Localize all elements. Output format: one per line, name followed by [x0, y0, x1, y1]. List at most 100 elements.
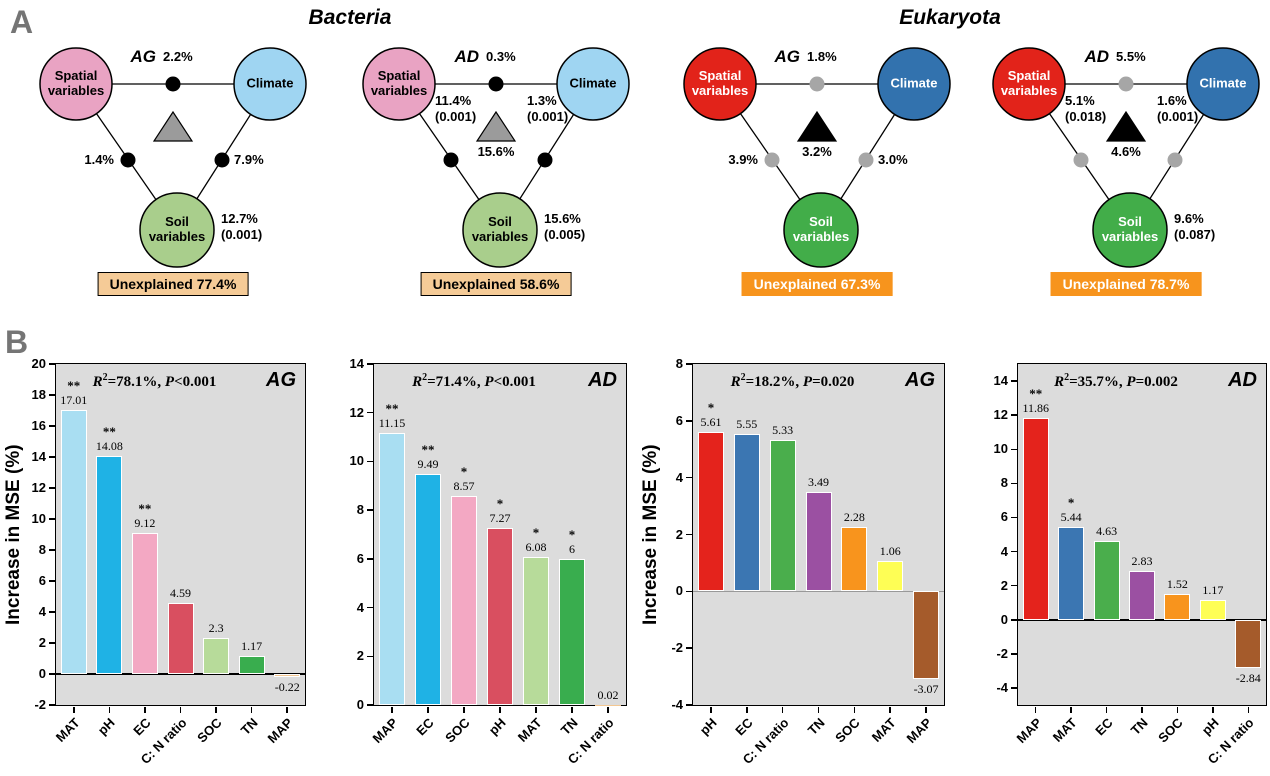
annotation-part: 2 [102, 372, 108, 383]
x-axis-tick [817, 707, 820, 713]
bar-value-label: 2.83 [1131, 554, 1153, 569]
y-axis-tick [685, 704, 692, 706]
significance-marker: * [532, 524, 540, 540]
intersection-dot-left [120, 152, 136, 168]
x-axis-tick [108, 707, 111, 713]
intersection-dot-right [1167, 152, 1183, 168]
significance-marker: ** [421, 441, 435, 457]
annotation-part: =78.1%, [107, 374, 165, 390]
bar-pH [96, 455, 123, 674]
soil-circle-label: Soil variables [1101, 214, 1159, 244]
x-axis-tick [391, 707, 393, 713]
panel-a-label: A [10, 4, 34, 40]
bar-value-label: 2.3 [208, 621, 224, 636]
y-axis-tick-label: 8 [38, 542, 46, 557]
y-axis-tick-label: 20 [31, 356, 46, 371]
annotation-part: 2 [422, 372, 428, 383]
y-axis-tick [1010, 482, 1017, 485]
x-axis-tick [853, 707, 856, 713]
r-squared-annotation: R2=35.7%, P=0.002 [1018, 372, 1214, 391]
bar-TN [1129, 571, 1155, 620]
intersection-dot-top [809, 76, 825, 92]
annotation-part: 2 [1064, 372, 1070, 383]
three-way-intersection-triangle [475, 110, 517, 142]
y-axis-tick [366, 606, 373, 609]
bar-value-label: 1.17 [1202, 582, 1224, 597]
group-title-eukaryota: Eukaryota [899, 6, 1001, 29]
bar-value-label: 5.55 [736, 416, 758, 431]
spatial-circle-label: Spatial variables [47, 68, 105, 98]
y-axis-tick [1010, 516, 1017, 519]
bar-MAT [60, 410, 87, 674]
method-code-label: AG [130, 47, 157, 66]
y-axis-tick [48, 580, 55, 582]
y-axis-tick-label: 12 [31, 480, 46, 495]
climate-pure-label: 1.3% (0.001) [527, 93, 569, 125]
bar-MAT [523, 556, 549, 705]
significance-marker: * [496, 495, 504, 511]
annotation-part: <0.001 [174, 374, 217, 390]
bar-MAP [913, 591, 940, 679]
y-axis-tick-label: 10 [993, 441, 1008, 457]
center-intersection-label: 3.2% [802, 144, 832, 159]
center-intersection-label: 4.6% [1111, 144, 1141, 159]
y-axis-tick-label: -2 [996, 645, 1008, 661]
bar-chart-eukaryota-ad: -4 -2 0 2 4 6 8 10 12 14 MAP 11.86 ** MAT 5.44 * EC 4.63 T… [994, 363, 1267, 767]
x-axis-tick [463, 707, 465, 713]
y-axis-tick [1010, 414, 1017, 416]
y-axis-title: Increase in MSE (%) [3, 444, 24, 625]
intersection-dot-left [764, 152, 780, 168]
venn-diagram-bacteria-ag: Spatial variables Climate Soil variables… [0, 0, 310, 325]
x-axis-tick [144, 707, 146, 713]
y-axis-tick-label: 6 [38, 573, 46, 588]
y-axis-tick-label: 16 [31, 418, 46, 433]
top-intersection-label: 0.3% [486, 49, 516, 64]
y-axis-tick [366, 558, 373, 560]
y-axis-tick-label: 10 [31, 511, 46, 526]
venn-shapes [362, 47, 630, 268]
y-axis-tick [1010, 584, 1017, 587]
left-intersection-label: 3.9% [728, 152, 758, 167]
bar-C: N ratio [167, 602, 194, 674]
unexplained-box: Unexplained 77.4% [97, 272, 249, 296]
bar-value-label: 8.57 [453, 479, 475, 494]
climate-circle-label: Climate [246, 75, 294, 91]
group-title-bacteria: Bacteria [308, 6, 392, 29]
spatial-circle [992, 47, 1066, 121]
bar-EC [131, 532, 158, 674]
y-axis-tick-label: 0 [1000, 611, 1008, 627]
venn-diagram-bacteria-ad: Spatial variables Climate Soil variables… [323, 0, 633, 325]
y-axis-tick [685, 590, 692, 593]
bar-value-label: -0.22 [274, 680, 300, 695]
bar-value-label: 5.61 [700, 414, 722, 429]
bar-MAP [274, 674, 301, 678]
climate-pure-label: 1.6% (0.001) [1157, 93, 1199, 125]
significance-marker: ** [138, 500, 152, 516]
climate-circle [233, 47, 307, 121]
bar-value-label: 4.63 [1096, 523, 1118, 538]
annotation-part: =0.020 [812, 374, 855, 390]
y-axis-tick [1010, 550, 1017, 553]
three-way-intersection-triangle [152, 110, 194, 142]
y-axis-tick [685, 363, 692, 365]
annotation-part: R [92, 374, 103, 390]
y-axis-tick-label: 14 [31, 449, 46, 464]
spatial-pure-label: 5.1% (0.018) [1065, 93, 1107, 125]
spatial-pure-label: 11.4% (0.001) [435, 93, 477, 125]
bar-value-label: 1.52 [1166, 576, 1188, 591]
bar-value-label: 3.49 [808, 475, 829, 490]
bar-value-label: 5.44 [1060, 509, 1082, 524]
y-axis-tick-label: 4 [675, 469, 683, 485]
intersection-dot-top [165, 76, 181, 92]
annotation-part: P [1126, 374, 1136, 390]
bar-value-label: -2.84 [1235, 671, 1261, 686]
y-axis-tick-label: 18 [31, 387, 46, 402]
soil-circle [139, 192, 215, 268]
venn-diagram-eukaryota-ad: Spatial variables Climate Soil variables… [953, 0, 1263, 325]
y-axis-tick [685, 533, 692, 536]
x-axis-tick [925, 707, 927, 713]
venn-diagram-eukaryota-ag: Spatial variables Climate Soil variables… [644, 0, 954, 325]
significance-marker: ** [1029, 385, 1043, 401]
y-axis-tick [366, 655, 373, 658]
y-axis-tick-label: 12 [349, 404, 364, 420]
